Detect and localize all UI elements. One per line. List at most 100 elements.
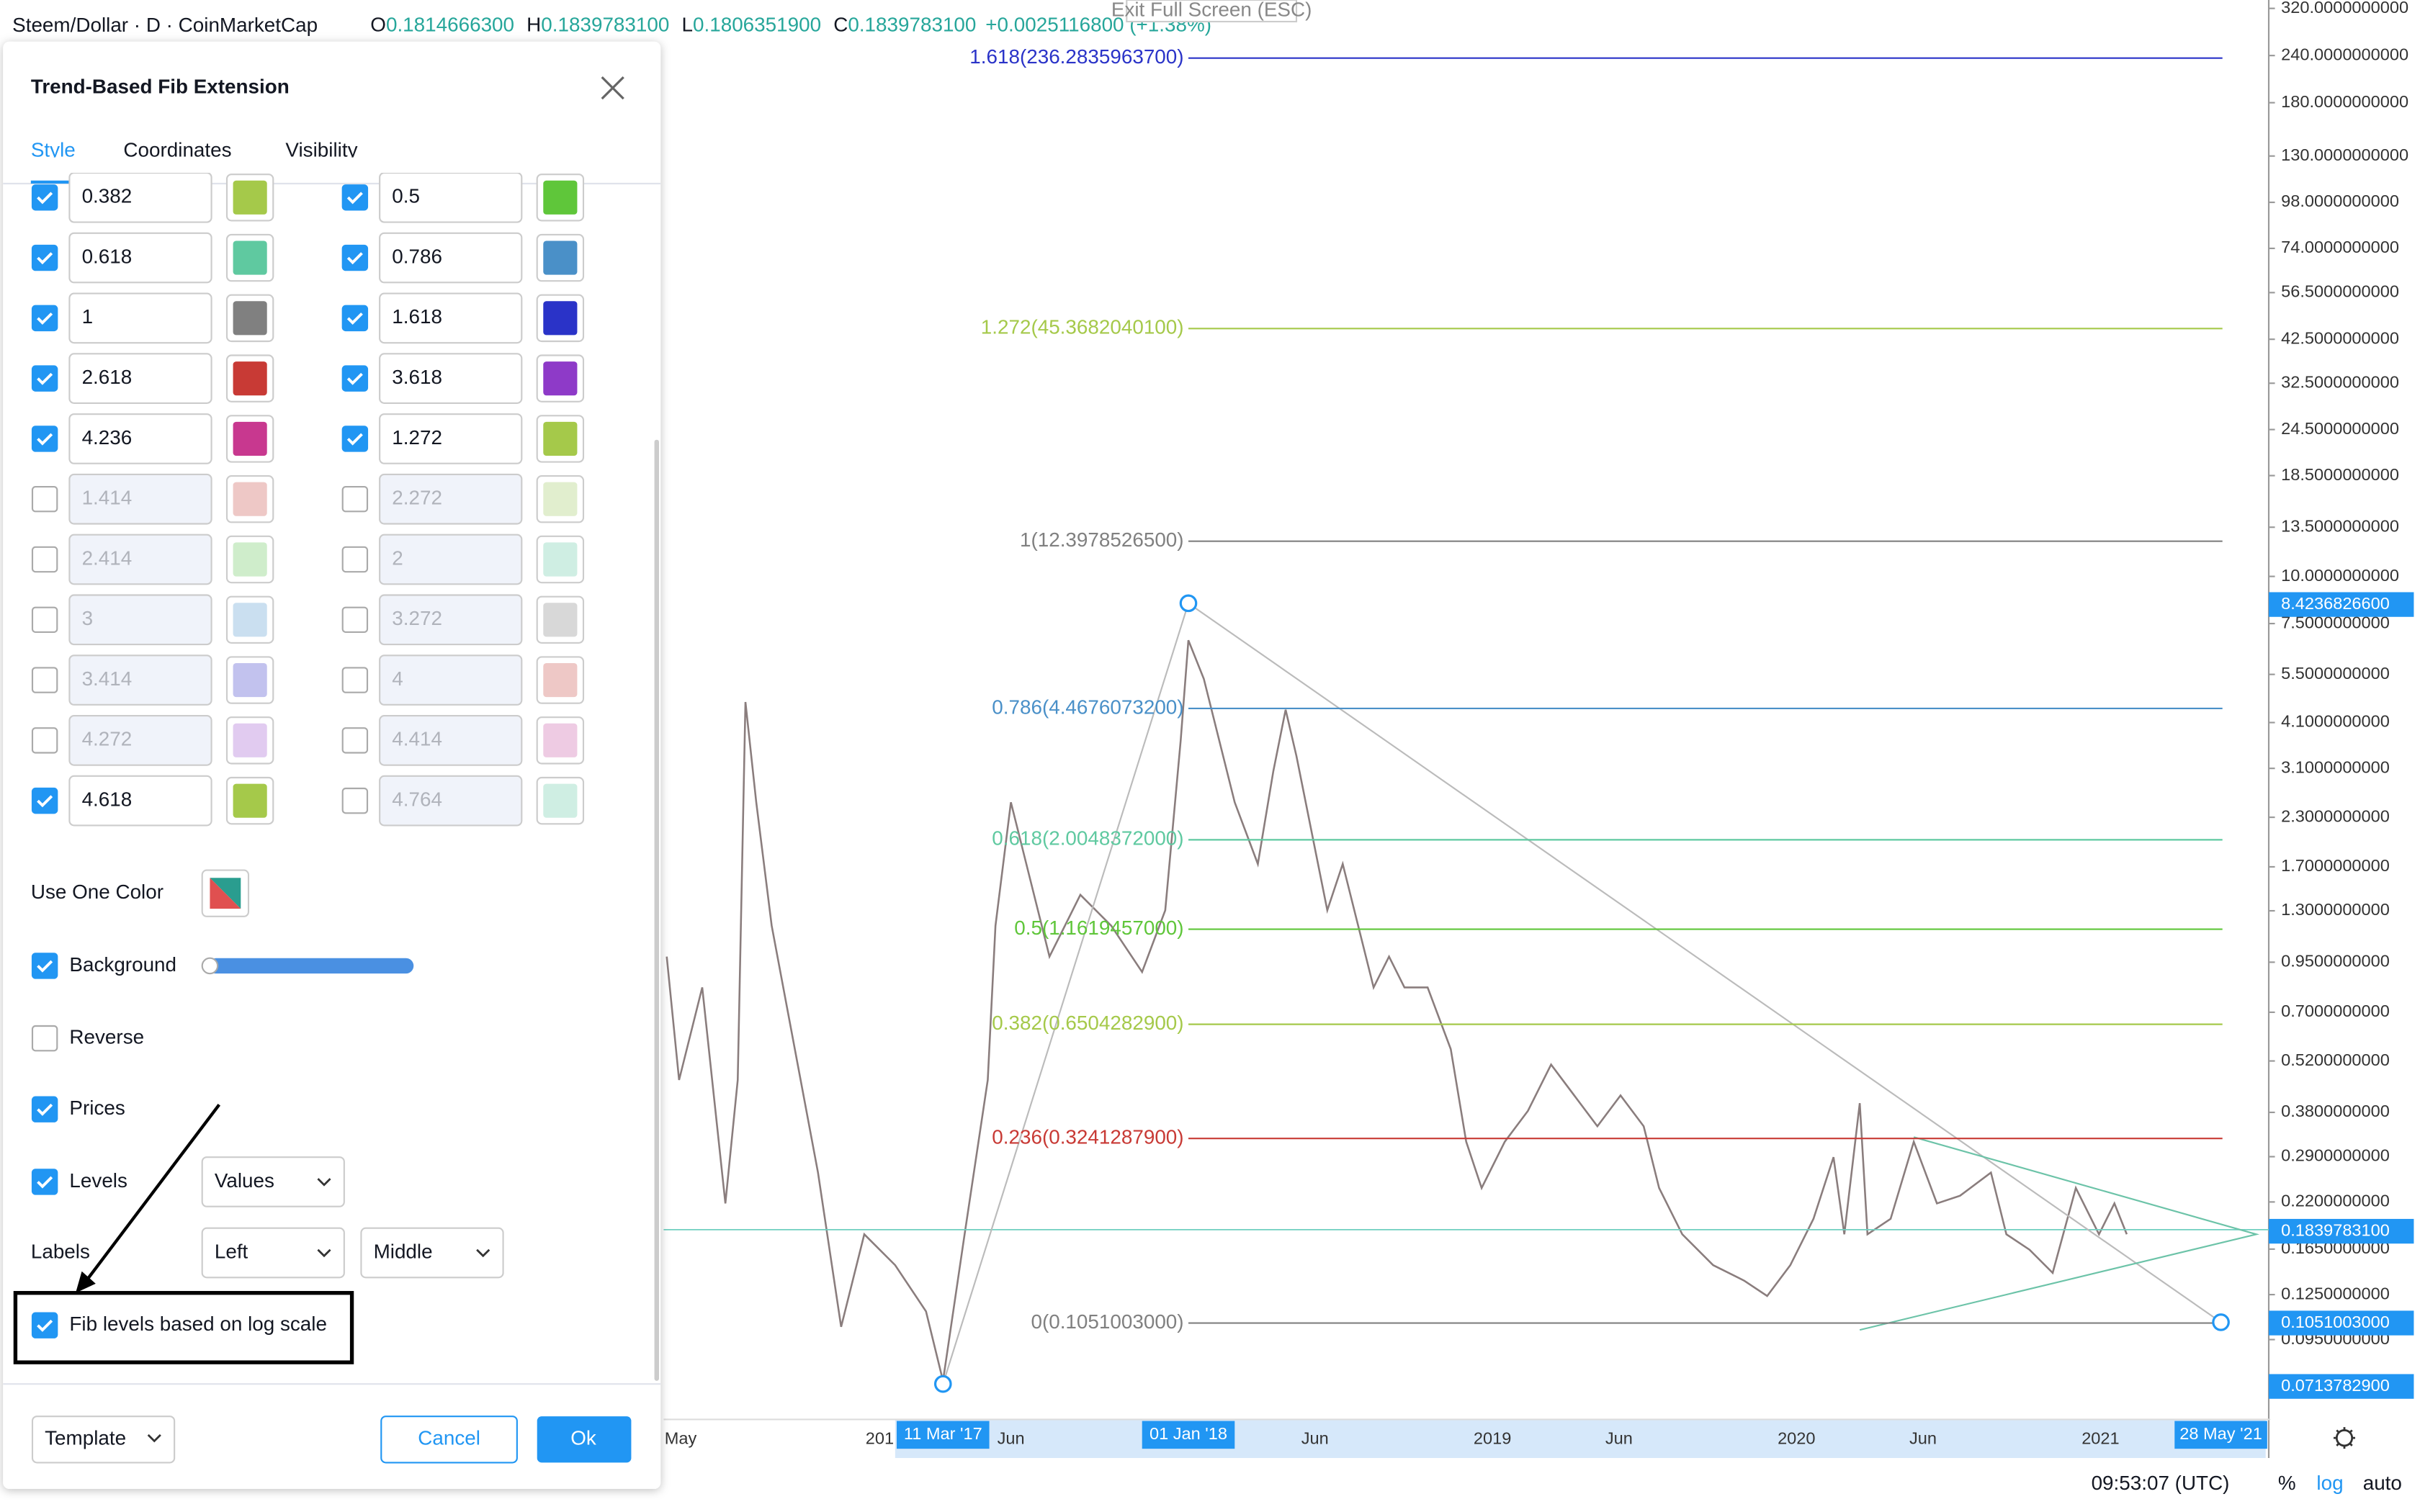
checkbox[interactable] [31,546,58,573]
time-label: Jun [1301,1429,1329,1448]
level-input[interactable] [379,714,523,766]
select-value[interactable]: Middle [374,1240,433,1262]
time-label: Jun [1909,1429,1937,1448]
checkmark [37,252,53,265]
level-input[interactable] [68,232,212,284]
checkbox[interactable] [31,1312,58,1338]
checkbox[interactable] [31,606,58,634]
level-input[interactable] [68,775,212,827]
checkbox[interactable] [341,727,369,754]
arrow-head [76,1271,96,1293]
template-button[interactable] [31,1416,176,1464]
level-input[interactable] [68,534,212,585]
ok-label[interactable]: Ok [570,1427,596,1449]
level-value: 1.272 [392,426,442,449]
anchor-point[interactable] [1179,594,1198,613]
checkbox[interactable] [341,667,369,693]
tab[interactable]: Visibility [285,138,357,161]
settings-icon[interactable] [2334,1427,2355,1449]
select[interactable] [360,1227,504,1279]
price-label: 0.3800000000 [2281,1102,2390,1120]
anchor-point[interactable] [2212,1313,2230,1331]
level-input[interactable] [379,232,523,284]
tab[interactable]: Coordinates [123,138,231,161]
level-input[interactable] [68,353,212,405]
level-input[interactable] [379,413,523,464]
highlight-box [13,1291,354,1364]
level-input[interactable] [379,534,523,585]
cancel-label[interactable]: Cancel [418,1427,480,1449]
checkbox[interactable] [31,787,58,814]
close-button[interactable] [601,76,624,100]
level-input[interactable] [68,654,212,706]
level-input[interactable] [68,473,212,525]
checkbox[interactable] [31,184,58,211]
checkbox[interactable] [341,787,369,814]
checkbox[interactable] [31,365,58,392]
level-input[interactable] [379,353,523,405]
level-input[interactable] [68,594,212,646]
checkbox[interactable] [31,1169,58,1195]
checkbox[interactable] [341,486,369,513]
checkbox[interactable] [31,727,58,754]
checkbox[interactable] [31,667,58,693]
price-series [666,639,2128,1382]
time-label: May [665,1429,697,1448]
checkbox[interactable] [341,365,369,392]
checkbox[interactable] [31,426,58,452]
scrollbar[interactable] [654,439,659,1381]
select[interactable] [201,1227,345,1279]
select-value[interactable]: Left [215,1240,248,1262]
checkbox[interactable] [31,953,58,979]
checkbox[interactable] [341,244,369,271]
one-color-swatch[interactable] [201,869,250,917]
cancel-button[interactable] [380,1416,518,1464]
fib-label: 0.236(0.3241287900) [992,1126,1183,1148]
tab[interactable]: Style [31,138,76,161]
level-input[interactable] [379,775,523,827]
level-input[interactable] [379,654,523,706]
annotation-arrow [85,1103,220,1282]
exit-button-label[interactable]: Exit Full Screen (ESC) [1111,0,1312,20]
log-toggle[interactable]: log [2316,1472,2343,1494]
level-input[interactable] [68,292,212,344]
checkbox[interactable] [341,184,369,211]
level-input[interactable] [379,473,523,525]
level-input[interactable] [68,714,212,766]
price-badge-label: 8.4236826600 [2281,594,2390,613]
level-input[interactable] [379,292,523,344]
opacity-slider[interactable] [208,958,414,974]
checkbox[interactable] [31,305,58,332]
chevron [317,1248,331,1258]
ok-button[interactable] [537,1416,632,1463]
checkbox[interactable] [341,546,369,573]
fib-label: 0.5(1.1619457000) [1014,917,1183,939]
checkbox[interactable] [341,606,369,634]
checkbox[interactable] [341,426,369,452]
checkmark [346,312,363,325]
checkbox[interactable] [31,244,58,271]
price-label: 180.0000000000 [2281,92,2408,111]
level-input[interactable] [379,594,523,646]
level-value: 0.786 [392,245,442,267]
slider-handle[interactable] [201,957,219,975]
auto-toggle[interactable]: auto [2363,1472,2402,1494]
time-label: Jun [998,1429,1025,1448]
checkbox[interactable] [31,486,58,513]
price-label: 2.3000000000 [2281,806,2390,825]
exit-button[interactable] [1126,0,1298,23]
checkmark [346,252,363,265]
level-value: 3.272 [392,607,442,629]
checkbox[interactable] [341,305,369,332]
template-label[interactable]: Template [45,1427,126,1449]
option-label: Background [69,953,176,976]
anchor-point[interactable] [933,1374,952,1393]
percent-toggle[interactable]: % [2278,1472,2296,1494]
checkbox[interactable] [31,1096,58,1122]
price-label: 10.0000000000 [2281,566,2399,585]
dialog-title: Trend-Based Fib Extension [31,76,290,98]
select[interactable] [201,1156,345,1207]
checkbox[interactable] [31,1025,58,1052]
level-input[interactable] [68,413,212,464]
select-value[interactable]: Values [215,1169,274,1192]
